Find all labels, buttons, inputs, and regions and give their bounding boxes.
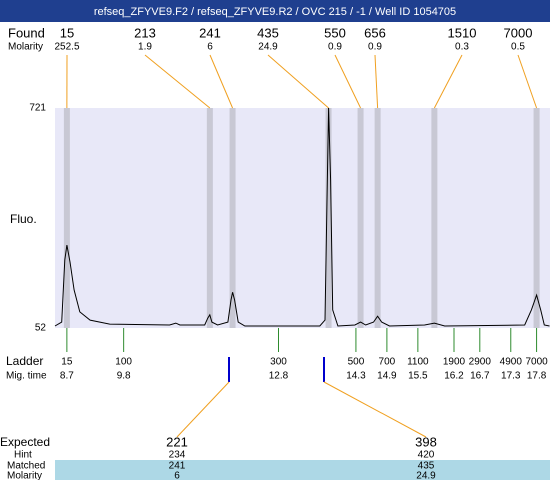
ladder-size: 2900 [469, 357, 492, 368]
found-molarity: 0.9 [368, 42, 382, 53]
ladder-size: 7000 [525, 357, 548, 368]
y-label: Fluo. [10, 212, 37, 226]
ladder-time: 8.7 [60, 371, 74, 382]
found-molarity: 0.3 [455, 42, 469, 53]
peak-connector [267, 54, 329, 109]
found-molarity: 1.9 [138, 42, 152, 53]
peak-band [431, 108, 438, 328]
peak-band [357, 108, 364, 328]
ladder-time: 14.3 [346, 371, 366, 382]
hint: 234 [169, 450, 186, 461]
exp-molarity-label: Molarity [7, 471, 42, 480]
hint-label: Hint [14, 450, 32, 461]
found-size: 656 [364, 25, 386, 40]
expected-connector [176, 381, 230, 438]
molarity-label: Molarity [8, 42, 43, 53]
title: refseq_ZFYVE9.F2 / refseq_ZFYVE9.R2 / OV… [94, 6, 456, 18]
peak-connector [374, 54, 379, 109]
expected-molarity: 24.9 [416, 471, 436, 480]
ladder-size: 1900 [443, 357, 466, 368]
ladder-time: 15.5 [408, 371, 428, 382]
hint: 420 [418, 450, 435, 461]
matched: 241 [169, 461, 186, 472]
found-label: Found [8, 25, 45, 40]
peak-band [533, 108, 540, 328]
y-tick-label: 721 [29, 103, 46, 114]
expected-size: 221 [166, 434, 188, 449]
found-molarity: 0.9 [328, 42, 342, 53]
found-size: 435 [257, 25, 279, 40]
found-size: 1510 [448, 25, 477, 40]
ladder-size: 15 [61, 357, 73, 368]
ladder-time: 17.3 [501, 371, 521, 382]
peak-connector [334, 54, 362, 109]
y-tick-label: 52 [35, 323, 47, 334]
expected-molarity: 6 [174, 471, 180, 480]
ladder-size: 1100 [407, 357, 429, 368]
found-size: 550 [324, 25, 346, 40]
matched-label: Matched [7, 461, 45, 472]
peak-connector [209, 54, 234, 109]
trace [54, 107, 550, 327]
ladder-time: 12.8 [269, 371, 289, 382]
found-size: 213 [134, 25, 156, 40]
ladder-time: 17.8 [527, 371, 547, 382]
expected-label: Expected [0, 435, 50, 449]
peak-band [206, 108, 213, 328]
peak-band [374, 108, 381, 328]
peak-connector [144, 54, 211, 109]
ladder-time: 16.7 [470, 371, 490, 382]
peak-band [325, 108, 332, 328]
peak-band [229, 108, 236, 328]
expected-size: 398 [415, 434, 437, 449]
found-size: 7000 [504, 25, 533, 40]
ladder-time: 9.8 [117, 371, 131, 382]
peak-connector [517, 54, 538, 109]
matched-band [55, 460, 550, 480]
peak-connector [433, 54, 463, 109]
found-molarity: 24.9 [258, 42, 278, 53]
found-size: 15 [60, 25, 74, 40]
expected-connector [323, 381, 427, 438]
ladder-size: 500 [348, 357, 365, 368]
ladder-time: 16.2 [444, 371, 464, 382]
plot-area [55, 108, 550, 328]
ladder-size: 300 [270, 357, 287, 368]
matched: 435 [418, 461, 435, 472]
ladder-size: 4900 [500, 357, 523, 368]
found-molarity: 0.5 [511, 42, 525, 53]
found-molarity: 252.5 [54, 42, 79, 53]
ladder-label: Ladder [6, 354, 43, 368]
ladder-size: 100 [115, 357, 132, 368]
peak-band [63, 108, 70, 328]
mig-time-label: Mig. time [6, 371, 47, 382]
ladder-time: 14.9 [377, 371, 397, 382]
title-bar [0, 0, 550, 22]
found-size: 241 [199, 25, 221, 40]
ladder-size: 700 [379, 357, 396, 368]
found-molarity: 6 [207, 42, 213, 53]
